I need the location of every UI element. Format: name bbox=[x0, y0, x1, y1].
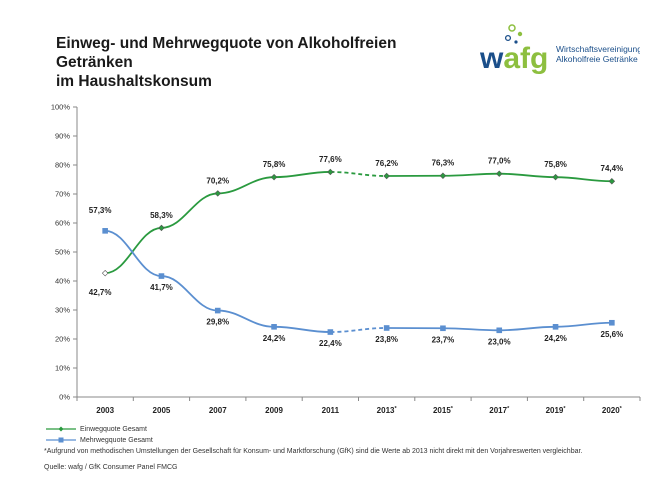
mehrweg-data-label: 57,3% bbox=[89, 206, 112, 215]
x-tick-label: 2009 bbox=[265, 406, 283, 415]
mehrweg-data-label: 23,0% bbox=[488, 337, 511, 346]
legend-swatch-einweg bbox=[46, 426, 76, 432]
x-tick-label: 2015* bbox=[433, 406, 454, 415]
x-tick-label: 2013* bbox=[377, 406, 398, 415]
mehrweg-point bbox=[102, 228, 108, 234]
y-tick-label: 90% bbox=[55, 132, 70, 141]
legend-label-mehrweg: Mehrwegquote Gesamt bbox=[80, 436, 153, 444]
mehrweg-data-label: 25,6% bbox=[601, 330, 624, 339]
source-note: Quelle: wafg / GfK Consumer Panel FMCG bbox=[44, 464, 178, 471]
mehrweg-point bbox=[383, 325, 390, 331]
x-tick-label: 2020* bbox=[602, 406, 623, 415]
einweg-data-label: 77,6% bbox=[319, 155, 342, 164]
mehrweg-point bbox=[440, 325, 446, 332]
legend-swatch-mehrweg bbox=[46, 437, 76, 443]
y-tick-label: 100% bbox=[51, 103, 71, 112]
einweg-data-label: 74,4% bbox=[601, 164, 624, 173]
logo-bubble-1 bbox=[508, 24, 516, 32]
mehrweg-point bbox=[609, 319, 615, 326]
y-tick-label: 40% bbox=[55, 277, 70, 286]
logo-subtitle-line2: Alkoholfreie Getränke bbox=[556, 54, 638, 64]
axes: 0% 10% 20% 30% 40% 50% 60% 70% 80% 90% 100% 2003 200… bbox=[51, 103, 641, 415]
logo-bubble-4 bbox=[514, 40, 518, 44]
einweg-point bbox=[439, 172, 447, 179]
x-tick-label: 2003 bbox=[96, 406, 114, 415]
chart-title: Einweg- und Mehrwegquote von Alkoholfrei… bbox=[56, 34, 476, 91]
y-tick-label: 70% bbox=[55, 190, 70, 199]
logo-bubble-3 bbox=[504, 34, 512, 42]
series bbox=[101, 168, 616, 335]
logo-subtitle-line1: Wirtschaftsvereinigung bbox=[556, 44, 640, 54]
series-line-0-dashed bbox=[330, 171, 387, 177]
logo-bubble-2 bbox=[517, 31, 523, 37]
y-tick-label: 30% bbox=[55, 306, 70, 315]
einweg-data-label: 76,2% bbox=[375, 159, 398, 168]
einweg-point bbox=[270, 173, 278, 181]
einweg-data-label: 75,8% bbox=[263, 160, 286, 169]
y-tick-label: 20% bbox=[55, 335, 70, 344]
y-tick-label: 80% bbox=[55, 161, 70, 170]
mehrweg-point bbox=[496, 327, 503, 334]
mehrweg-point bbox=[327, 329, 334, 335]
mehrweg-data-label: 29,8% bbox=[206, 318, 229, 327]
series-line-0-a bbox=[105, 171, 331, 275]
einweg-point bbox=[496, 170, 503, 177]
einweg-point bbox=[101, 269, 109, 277]
einweg-point bbox=[383, 172, 390, 180]
x-tick-label: 2017* bbox=[489, 406, 510, 415]
x-tick-label: 2019* bbox=[546, 406, 567, 415]
mehrweg-point bbox=[158, 273, 165, 279]
logo-wordmark: wafg bbox=[480, 42, 548, 75]
chart-title-line1: Einweg- und Mehrwegquote von Alkoholfrei… bbox=[56, 35, 397, 71]
x-tick-label: 2007 bbox=[209, 406, 227, 415]
mehrweg-data-label: 24,2% bbox=[544, 334, 567, 343]
einweg-data-label: 75,8% bbox=[544, 160, 567, 169]
einweg-point bbox=[158, 224, 165, 232]
series-line-1-dashed bbox=[330, 327, 387, 333]
legend-label-einweg: Einwegquote Gesamt bbox=[80, 425, 147, 433]
einweg-data-label: 58,3% bbox=[150, 211, 173, 220]
mehrweg-point bbox=[552, 324, 559, 330]
wafg-logo: wafg Wirtschaftsvereinigung Alkoholfreie… bbox=[480, 24, 640, 75]
mehrweg-data-label: 23,7% bbox=[432, 335, 455, 344]
x-tick-label: 2005 bbox=[153, 406, 171, 415]
legend-item-mehrweg: Mehrwegquote Gesamt bbox=[44, 436, 153, 444]
einweg-point bbox=[214, 190, 221, 197]
einweg-data-label: 77,0% bbox=[488, 157, 511, 166]
einweg-data-label: 42,7% bbox=[89, 288, 112, 297]
mehrweg-point bbox=[214, 307, 221, 314]
mehrweg-data-label: 24,2% bbox=[263, 334, 286, 343]
einweg-data-label: 70,2% bbox=[206, 176, 229, 185]
mehrweg-point bbox=[271, 324, 277, 330]
data-labels: 42,7% 58,3% 70,2% 75,8% 77,6% 76,2% 76,3% 77,0%… bbox=[89, 155, 623, 348]
einweg-point bbox=[608, 178, 616, 185]
y-tick-label: 50% bbox=[55, 248, 70, 257]
y-tick-label: 10% bbox=[55, 364, 70, 373]
einweg-data-label: 76,3% bbox=[432, 159, 455, 168]
y-tick-label: 60% bbox=[55, 219, 70, 228]
einweg-point bbox=[327, 168, 334, 176]
legend-item-einweg: Einwegquote Gesamt bbox=[44, 425, 147, 433]
mehrweg-data-label: 22,4% bbox=[319, 339, 342, 348]
mehrweg-data-label: 23,8% bbox=[375, 335, 398, 344]
x-tick-label: 2011 bbox=[322, 406, 340, 415]
footnote: *Aufgrund von methodischen Umstellungen … bbox=[44, 448, 583, 455]
einweg-point bbox=[552, 173, 559, 181]
chart-title-line2: im Haushaltskonsum bbox=[56, 73, 212, 90]
mehrweg-data-label: 41,7% bbox=[150, 283, 173, 292]
series-line-1-a bbox=[105, 229, 331, 333]
y-tick-label: 0% bbox=[59, 393, 70, 402]
